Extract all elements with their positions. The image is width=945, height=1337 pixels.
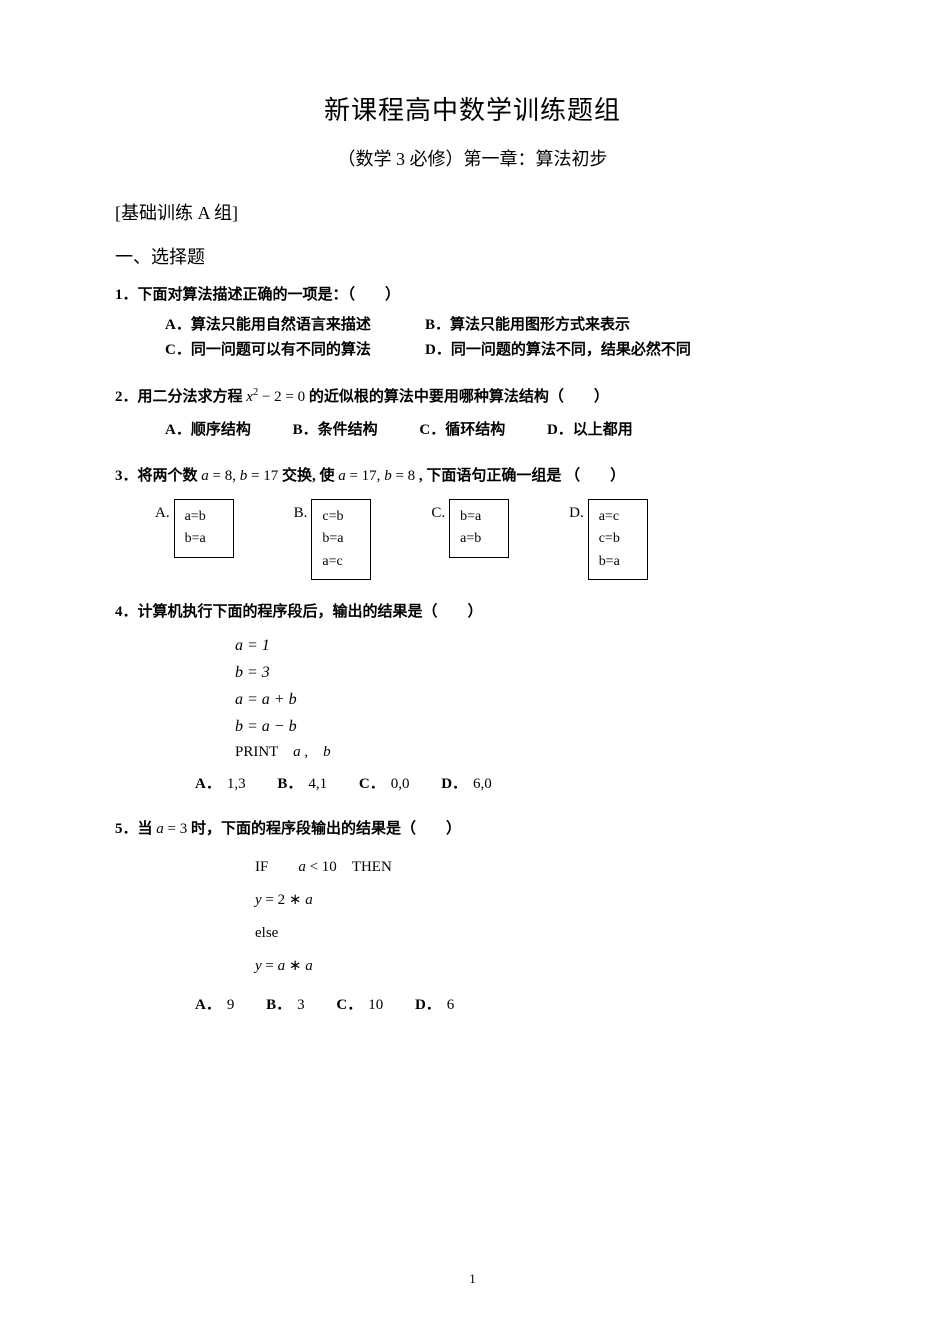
q5-if-label: IF [255, 859, 298, 875]
q3-label-c: C. [431, 499, 445, 527]
question-4: 4．计算机执行下面的程序段后，输出的结果是（ ） a = 1 b = 3 a =… [115, 600, 830, 797]
q4-print-label: PRINT [235, 744, 293, 760]
q2-stem-prefix: 2．用二分法求方程 [115, 389, 246, 405]
q3-opt-b: B. c=b b=a a=c [294, 499, 372, 580]
q3-stem-suffix: , 下面语句正确一组是 （ ） [415, 468, 625, 484]
q4-opt-b: B． 4,1 [277, 772, 327, 798]
q4-code: a = 1 b = 3 a = a + b b = a − b PRINT a … [235, 632, 830, 766]
q5-opt-c: C． 10 [336, 993, 383, 1019]
q2-stem: 2．用二分法求方程 x2 − 2 = 0 的近似根的算法中要用哪种算法结构（ ） [115, 384, 830, 411]
q2-opt-a: A．顺序结构 [165, 418, 251, 444]
q4-code-line4: b = a − b [235, 713, 830, 740]
q3-opt-d: D. a=c c=b b=a [569, 499, 648, 580]
question-3: 3．将两个数 a = 8, b = 17 交换, 使 a = 17, b = 8… [115, 464, 830, 581]
q5-opt-c-label: C． [336, 997, 362, 1013]
q5-code-line1: IF a < 10 THEN [255, 851, 830, 884]
q3-box-d-line2: c=b [599, 528, 633, 550]
q3-box-c-line2: a=b [460, 528, 494, 550]
q3-box-b-line3: a=c [322, 551, 356, 573]
q4-opt-d: D． 6,0 [441, 772, 492, 798]
question-2: 2．用二分法求方程 x2 − 2 = 0 的近似根的算法中要用哪种算法结构（ ）… [115, 384, 830, 444]
q5-stem-suffix: 时，下面的程序段输出的结果是（ ） [187, 821, 461, 837]
q3-box-b-line2: b=a [322, 528, 356, 550]
q5-stem: 5．当 a = 3 时，下面的程序段输出的结果是（ ） [115, 817, 830, 843]
q3-box-a: a=b b=a [174, 499, 234, 558]
q5-opt-b-label: B． [266, 997, 291, 1013]
main-title: 新课程高中数学训练题组 [115, 90, 830, 127]
q3-box-b-line1: c=b [322, 506, 356, 528]
q1-opt-c: C．同一问题可以有不同的算法 [165, 338, 425, 364]
q3-box-c: b=a a=b [449, 499, 509, 558]
q4-opt-c-val: 0,0 [391, 776, 410, 792]
q4-opt-c-label: C． [359, 776, 385, 792]
q5-code-line3: else [255, 917, 830, 950]
q2-opt-c: C．循环结构 [419, 418, 505, 444]
q4-opt-c: C． 0,0 [359, 772, 410, 798]
q3-label-d: D. [569, 499, 584, 527]
q5-code: IF a < 10 THEN y = 2 ∗ a else y = a ∗ a [255, 851, 830, 983]
q5-code-line4: y = a ∗ a [255, 950, 830, 983]
q4-options: A． 1,3 B． 4,1 C． 0,0 D． 6,0 [195, 772, 830, 798]
q5-code-line2: y = 2 ∗ a [255, 884, 830, 917]
q2-stem-suffix: 的近似根的算法中要用哪种算法结构（ ） [305, 389, 609, 405]
q3-box-d-line3: b=a [599, 551, 633, 573]
q4-opt-b-label: B． [277, 776, 302, 792]
q4-opt-b-val: 4,1 [308, 776, 327, 792]
q4-code-line2: b = 3 [235, 659, 830, 686]
q3-opt-c: C. b=a a=b [431, 499, 509, 580]
q3-box-b: c=b b=a a=c [311, 499, 371, 580]
q3-box-a-line2: b=a [185, 528, 219, 550]
q4-opt-a-val: 1,3 [227, 776, 246, 792]
q1-stem: 1．下面对算法描述正确的一项是：（ ） [115, 283, 830, 309]
question-1: 1．下面对算法描述正确的一项是：（ ） A．算法只能用自然语言来描述 B．算法只… [115, 283, 830, 364]
q4-code-line3: a = a + b [235, 686, 830, 713]
q5-opt-b: B． 3 [266, 993, 305, 1019]
q5-opt-b-val: 3 [297, 997, 305, 1013]
q3-stem: 3．将两个数 a = 8, b = 17 交换, 使 a = 17, b = 8… [115, 464, 830, 490]
q3-opt-a: A. a=b b=a [155, 499, 234, 580]
question-5: 5．当 a = 3 时，下面的程序段输出的结果是（ ） IF a < 10 TH… [115, 817, 830, 1018]
page-number: 1 [0, 1271, 945, 1287]
q3-box-a-line1: a=b [185, 506, 219, 528]
q4-opt-d-label: D． [441, 776, 467, 792]
q4-code-print: PRINT a , b [235, 740, 830, 766]
q4-opt-d-val: 6,0 [473, 776, 492, 792]
q5-then-label: THEN [337, 859, 392, 875]
q3-label-a: A. [155, 499, 170, 527]
q4-opt-a: A． 1,3 [195, 772, 246, 798]
q3-label-b: B. [294, 499, 308, 527]
q1-opt-b: B．算法只能用图形方式来表示 [425, 313, 685, 339]
subtitle: （数学 3 必修）第一章：算法初步 [115, 145, 830, 171]
q2-opt-b: B．条件结构 [293, 418, 378, 444]
q5-opt-d-val: 6 [447, 997, 455, 1013]
q3-options: A. a=b b=a B. c=b b=a a=c C. b=a a=b D. [155, 499, 830, 580]
q5-opt-d: D． 6 [415, 993, 454, 1019]
section-heading: 一、选择题 [115, 243, 830, 269]
q5-opt-a-val: 9 [227, 997, 235, 1013]
section-label: [基础训练 A 组] [115, 199, 830, 225]
q3-stem-prefix: 3．将两个数 [115, 468, 201, 484]
q5-opt-a: A． 9 [195, 993, 234, 1019]
q3-box-d-line1: a=c [599, 506, 633, 528]
q3-box-d: a=c c=b b=a [588, 499, 648, 580]
q5-opt-a-label: A． [195, 997, 221, 1013]
q1-options: A．算法只能用自然语言来描述 B．算法只能用图形方式来表示 C．同一问题可以有不… [165, 313, 830, 364]
q5-options: A． 9 B． 3 C． 10 D． 6 [195, 993, 830, 1019]
q2-options: A．顺序结构 B．条件结构 C．循环结构 D．以上都用 [165, 418, 830, 444]
q1-opt-a: A．算法只能用自然语言来描述 [165, 313, 425, 339]
q4-stem: 4．计算机执行下面的程序段后，输出的结果是（ ） [115, 600, 830, 626]
q2-opt-d: D．以上都用 [547, 418, 633, 444]
q5-opt-c-val: 10 [368, 997, 383, 1013]
q5-opt-d-label: D． [415, 997, 441, 1013]
q3-stem-mid: 交换, 使 [278, 468, 338, 484]
q4-code-line1: a = 1 [235, 632, 830, 659]
q3-box-c-line1: b=a [460, 506, 494, 528]
q5-stem-prefix: 5．当 [115, 821, 156, 837]
q1-opt-d: D．同一问题的算法不同，结果必然不同 [425, 338, 745, 364]
q4-opt-a-label: A． [195, 776, 221, 792]
